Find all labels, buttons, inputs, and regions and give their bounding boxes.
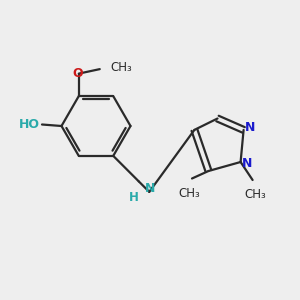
Text: CH₃: CH₃ (244, 188, 266, 201)
Text: CH₃: CH₃ (110, 61, 132, 74)
Text: HO: HO (19, 118, 40, 131)
Text: CH₃: CH₃ (179, 187, 200, 200)
Text: O: O (72, 67, 83, 80)
Text: N: N (242, 157, 252, 170)
Text: N: N (145, 182, 155, 195)
Text: H: H (129, 191, 139, 204)
Text: N: N (245, 121, 255, 134)
